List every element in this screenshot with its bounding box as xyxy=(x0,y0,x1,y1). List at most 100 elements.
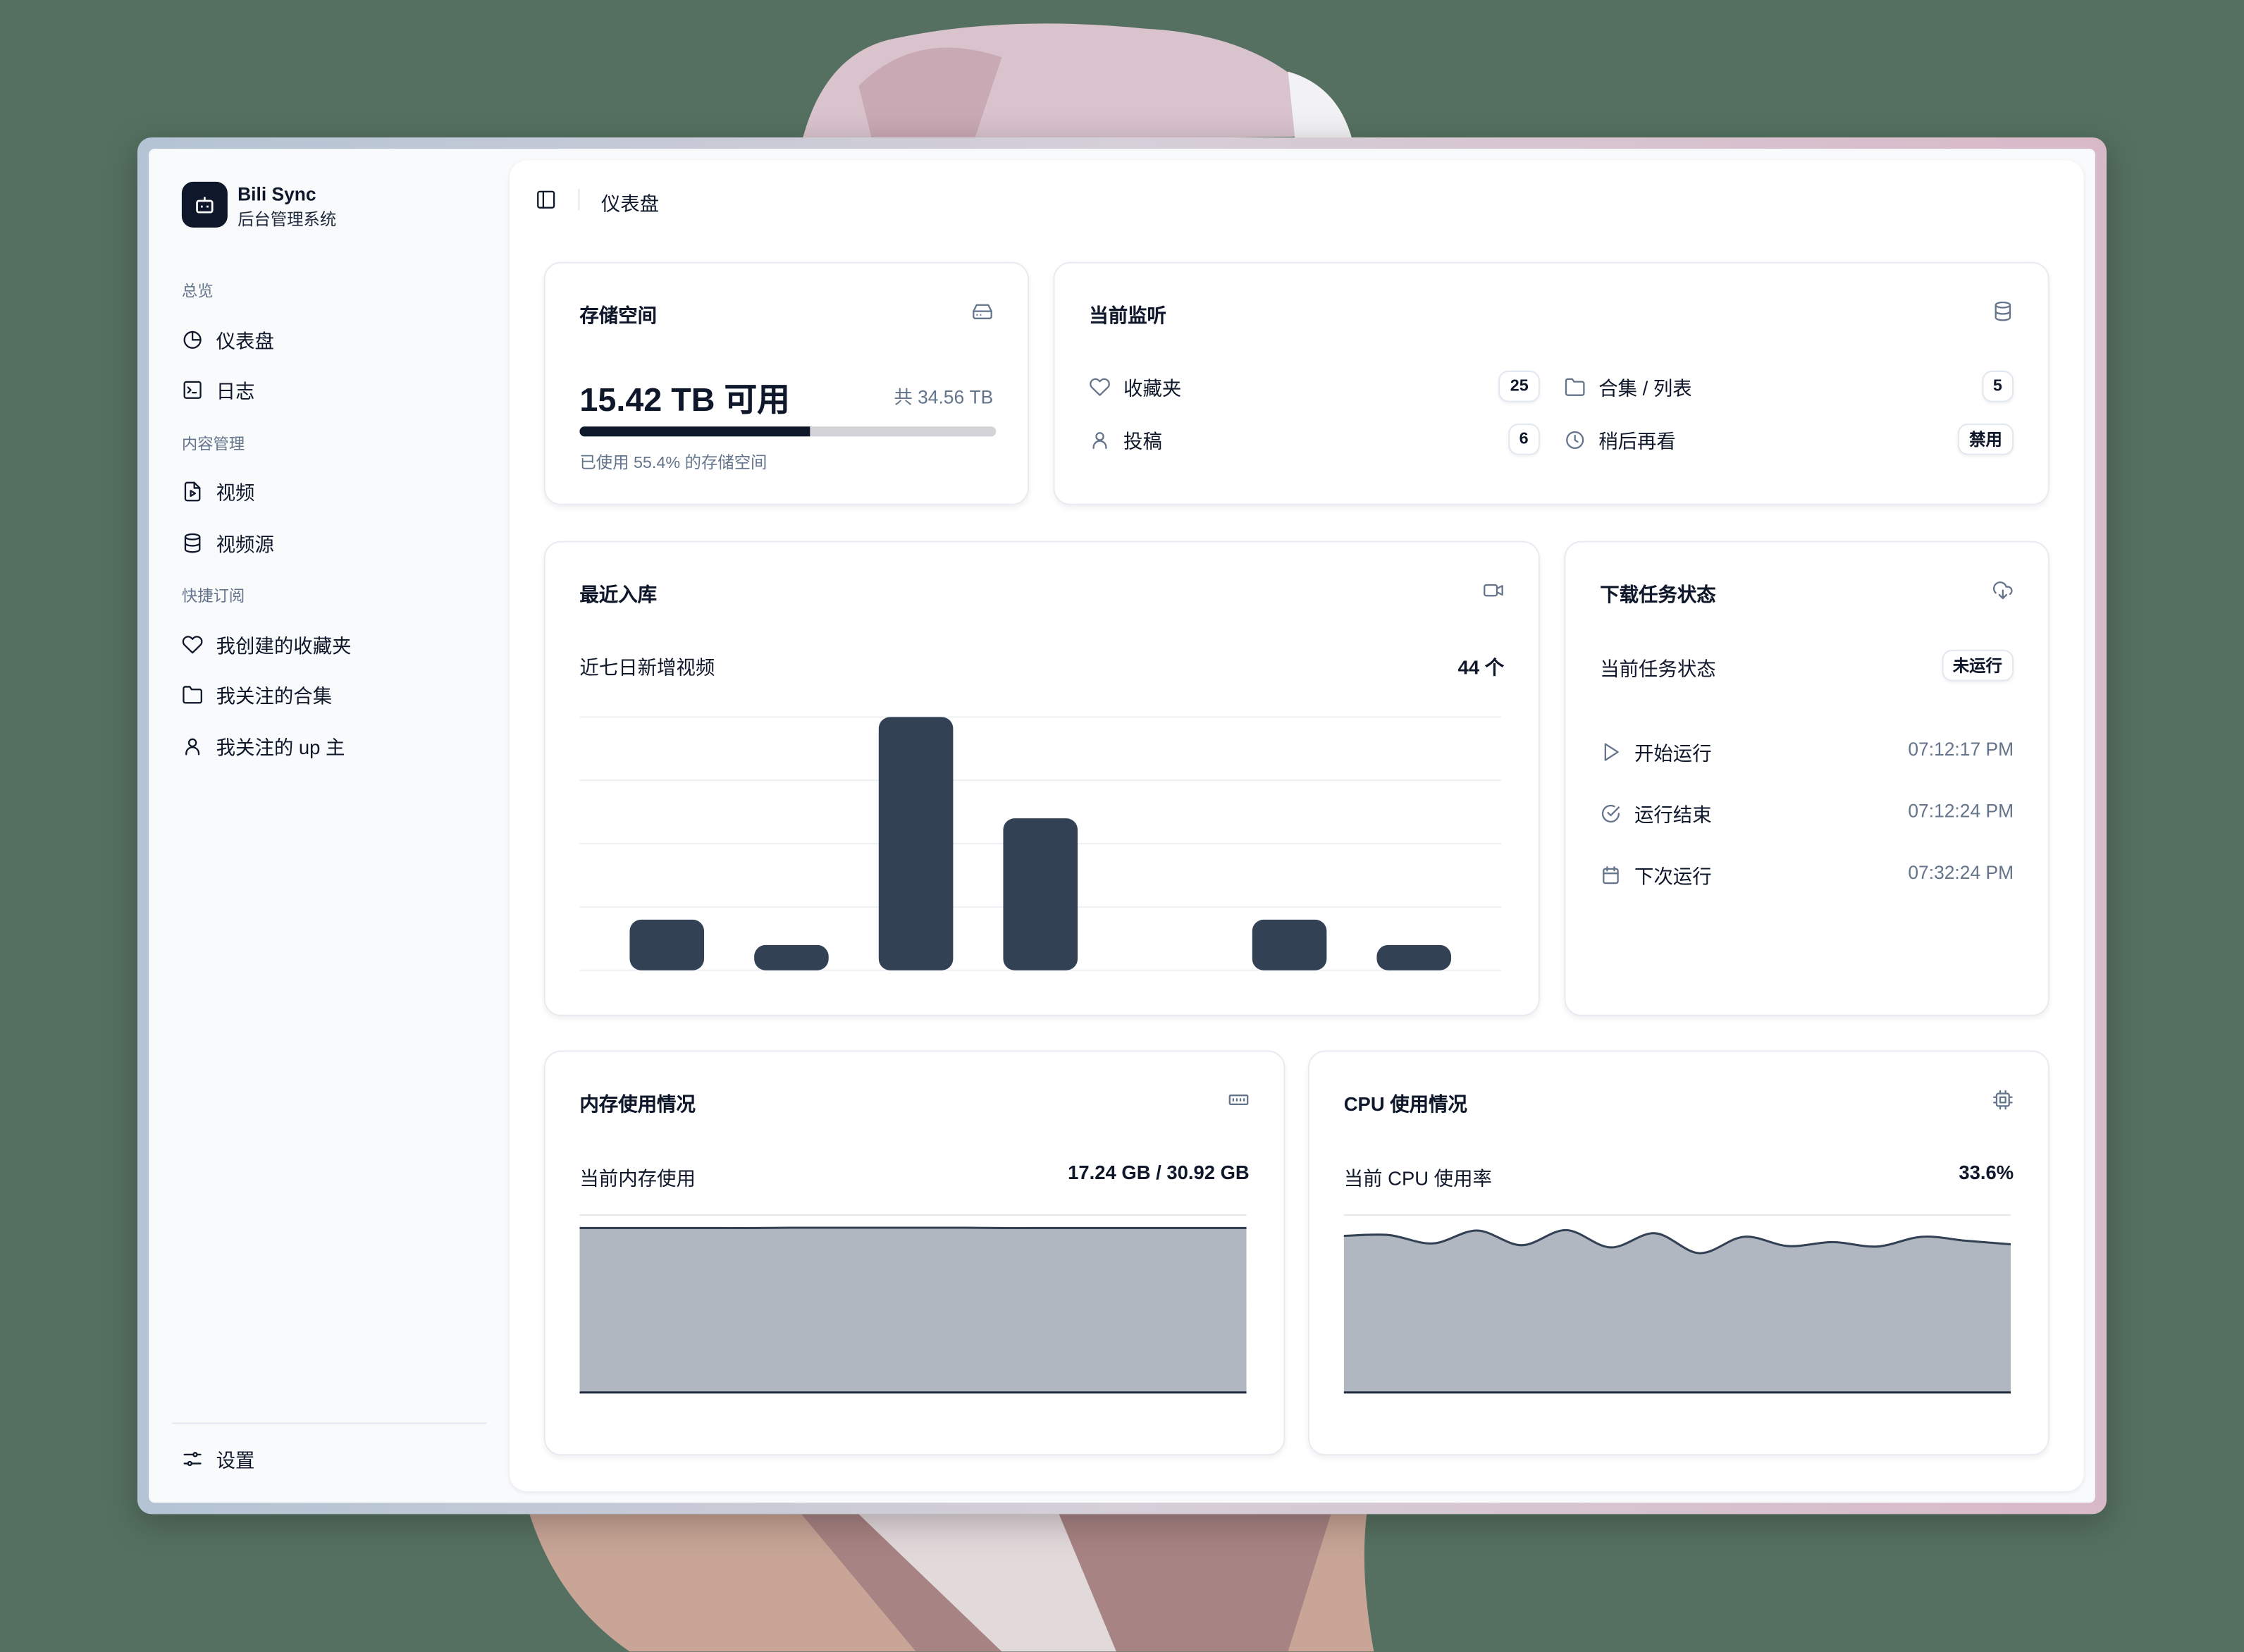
sidebar-item-label: 视频源 xyxy=(216,534,274,555)
task-row-start: 开始运行 xyxy=(1600,737,1712,766)
area-fill xyxy=(579,1228,1247,1393)
app-name: Bili Sync xyxy=(238,183,316,205)
heart-icon xyxy=(1090,377,1110,395)
recent-subtitle: 近七日新增视频 xyxy=(579,657,715,679)
database-icon xyxy=(184,532,201,553)
cpu-value: 33.6% xyxy=(1959,1161,2014,1184)
user-icon xyxy=(1092,431,1107,448)
header-divider xyxy=(578,189,580,211)
recent-card: 最近入库 近七日新增视频 44 个 xyxy=(543,541,1540,1016)
bar-day-7[interactable] xyxy=(1376,944,1452,970)
count-badge: 25 xyxy=(1498,370,1540,402)
app-logo[interactable] xyxy=(181,181,228,228)
count-badge: 6 xyxy=(1508,424,1540,455)
storage-progress-fill xyxy=(579,426,810,437)
recent-bar-chart xyxy=(579,716,1502,971)
monitor-label: 投稿 xyxy=(1123,431,1162,452)
sidebar-item-label: 我创建的收藏夹 xyxy=(216,635,352,658)
cpu-area-chart xyxy=(1343,1214,2011,1394)
pie-chart-icon xyxy=(183,330,202,348)
task-row-label: 下次运行 xyxy=(1634,865,1712,887)
breadcrumb: 仪表盘 xyxy=(600,193,660,215)
cloud-download-icon xyxy=(1993,581,2013,600)
sidebar-toggle-icon[interactable] xyxy=(535,189,556,210)
app-window: Bili Sync 后台管理系统 总览 仪表盘 日志 内容管理 视频 视频源 快… xyxy=(137,137,2107,1515)
bar-day-6[interactable] xyxy=(1252,919,1327,970)
card-title: 最近入库 xyxy=(579,584,658,605)
area-line xyxy=(1343,1228,2011,1255)
task-time: 07:12:24 PM xyxy=(1908,800,2014,822)
sidebar-item-dashboard[interactable]: 仪表盘 xyxy=(182,323,274,355)
monitor-item-submissions[interactable]: 投稿 xyxy=(1089,425,1162,454)
storage-total: 共 34.56 TB xyxy=(894,386,994,408)
card-title: 当前监听 xyxy=(1089,304,1166,326)
task-row-end: 运行结束 xyxy=(1600,799,1712,827)
recent-total: 44 个 xyxy=(1457,657,1505,679)
sidebar-item-my-favorites[interactable]: 我创建的收藏夹 xyxy=(182,628,352,660)
bot-icon xyxy=(196,197,214,214)
memory-card: 内存使用情况 当前内存使用 17.24 GB / 30.92 GB xyxy=(543,1050,1286,1456)
folder-icon xyxy=(183,685,202,703)
bar-day-4[interactable] xyxy=(1003,818,1078,970)
sidebar-item-videos[interactable]: 视频 xyxy=(182,475,255,507)
monitor-item-favorites[interactable]: 收藏夹 xyxy=(1089,372,1181,401)
app-subtitle: 后台管理系统 xyxy=(238,211,337,229)
play-icon xyxy=(1604,742,1619,760)
task-time: 07:32:24 PM xyxy=(1908,861,2014,883)
cpu-icon xyxy=(1993,1090,2013,1110)
memory-stick-icon xyxy=(1228,1095,1249,1106)
monitor-item-collections[interactable]: 合集 / 列表 xyxy=(1564,372,1692,401)
user-icon xyxy=(185,737,200,755)
sidebar-divider xyxy=(171,1422,487,1424)
sidebar-item-label: 设置 xyxy=(216,1450,255,1472)
file-video-icon xyxy=(184,481,201,501)
task-time: 07:12:17 PM xyxy=(1908,738,2014,760)
sidebar-item-settings[interactable]: 设置 xyxy=(182,1443,255,1474)
database-icon xyxy=(1995,301,2011,321)
folder-icon xyxy=(1565,377,1585,395)
memory-label: 当前内存使用 xyxy=(579,1167,696,1190)
card-title: 内存使用情况 xyxy=(579,1093,696,1115)
sidebar-item-video-sources[interactable]: 视频源 xyxy=(182,526,274,558)
monitor-label: 合集 / 列表 xyxy=(1598,378,1692,400)
video-camera-icon xyxy=(1484,584,1503,597)
section-subscriptions: 快捷订阅 xyxy=(181,588,245,605)
heart-icon xyxy=(182,635,203,653)
monitor-label: 稍后再看 xyxy=(1598,431,1676,452)
storage-available: 15.42 TB 可用 xyxy=(579,381,790,418)
card-title: 存储空间 xyxy=(579,304,658,326)
monitor-item-watch-later[interactable]: 稍后再看 xyxy=(1564,425,1676,454)
cpu-label: 当前 CPU 使用率 xyxy=(1343,1167,1492,1190)
sidebar-item-label: 仪表盘 xyxy=(216,331,274,352)
sidebar-item-followed-uploaders[interactable]: 我关注的 up 主 xyxy=(182,730,345,762)
bar-day-2[interactable] xyxy=(754,944,829,970)
memory-area-chart xyxy=(579,1214,1247,1394)
monitor-card: 当前监听 收藏夹 25 合集 / 列表 5 投稿 6 稍后再看 禁用 xyxy=(1053,261,2049,505)
sidebar-item-label: 视频 xyxy=(216,482,255,504)
hard-drive-icon xyxy=(973,304,992,319)
card-title: 下载任务状态 xyxy=(1600,584,1716,605)
terminal-icon xyxy=(183,380,202,398)
sidebar-item-label: 日志 xyxy=(216,381,255,402)
task-row-label: 运行结束 xyxy=(1634,804,1712,826)
monitor-label: 收藏夹 xyxy=(1123,378,1182,400)
sidebar-item-label: 我关注的合集 xyxy=(216,685,333,708)
bar-day-3[interactable] xyxy=(878,717,954,970)
section-overview: 总览 xyxy=(181,283,214,301)
sidebar-item-label: 我关注的 up 主 xyxy=(216,736,345,759)
download-card: 下载任务状态 当前任务状态 未运行 开始运行 07:12:17 PM 运行结束 … xyxy=(1564,541,2049,1016)
bar-day-1[interactable] xyxy=(629,919,705,970)
sidebar-item-logs[interactable]: 日志 xyxy=(182,374,255,405)
section-content: 内容管理 xyxy=(181,436,245,454)
sidebar-item-followed-collections[interactable]: 我关注的合集 xyxy=(182,679,332,710)
clock-icon xyxy=(1566,430,1584,448)
task-row-label: 开始运行 xyxy=(1634,742,1712,765)
settings-sliders-icon xyxy=(183,1451,202,1466)
count-badge: 5 xyxy=(1981,370,2014,402)
storage-card: 存储空间 15.42 TB 可用 共 34.56 TB 已使用 55.4% 的存… xyxy=(543,261,1030,505)
task-status-badge: 未运行 xyxy=(1941,649,2014,682)
status-badge: 禁用 xyxy=(1957,424,2014,455)
sidebar: Bili Sync 后台管理系统 总览 仪表盘 日志 内容管理 视频 视频源 快… xyxy=(149,149,510,1503)
storage-caption: 已使用 55.4% 的存储空间 xyxy=(579,455,767,473)
